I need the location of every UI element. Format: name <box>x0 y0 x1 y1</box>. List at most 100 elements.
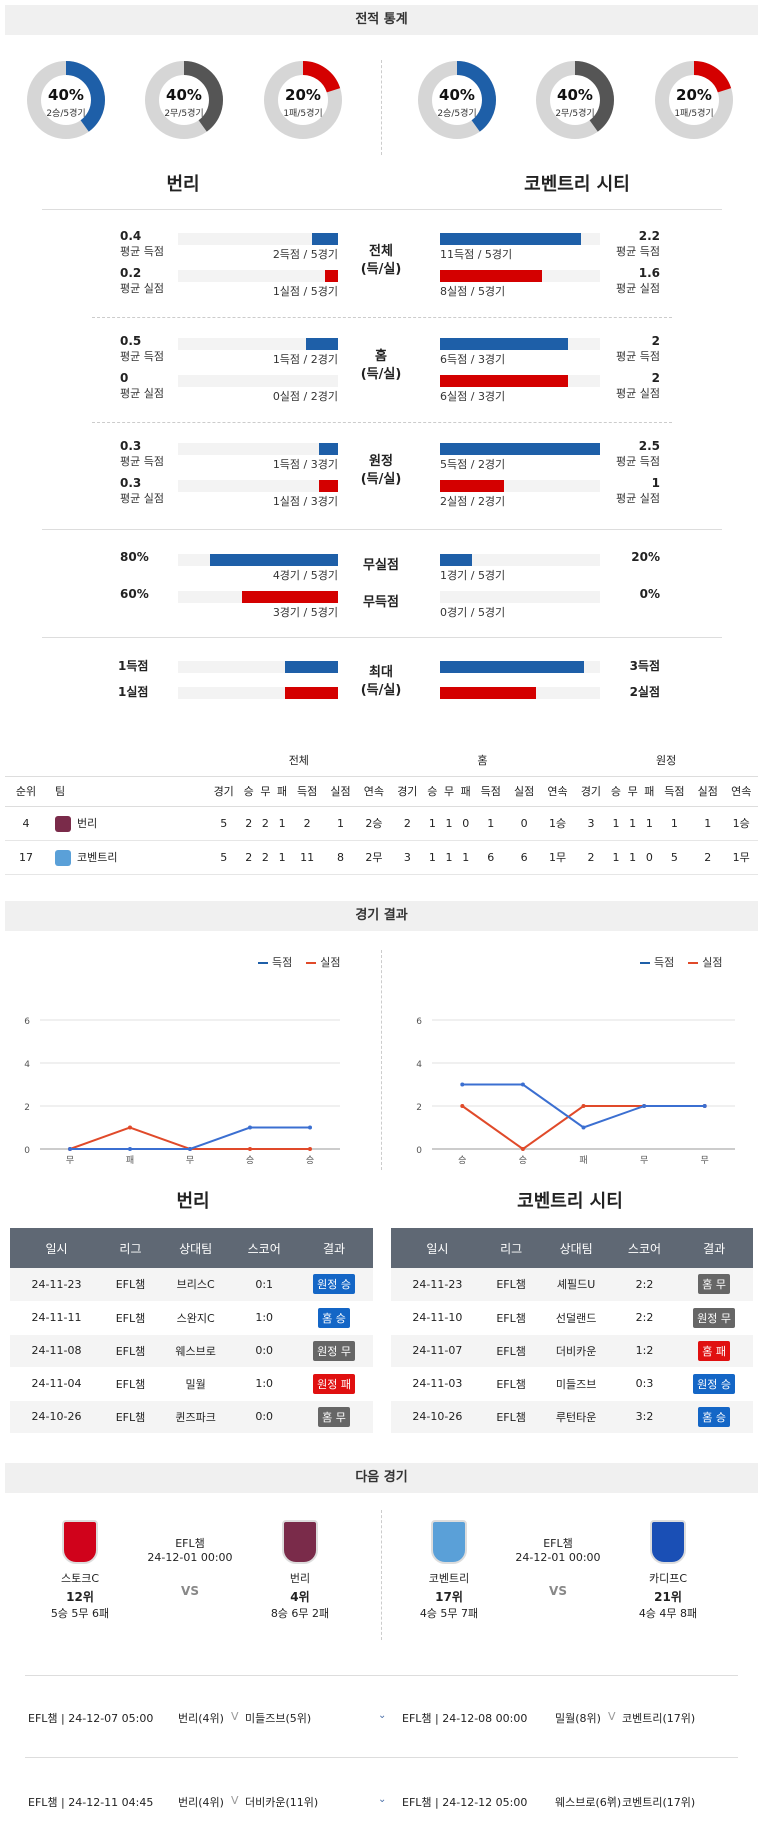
result-badge: 홈 승 <box>698 1406 730 1427</box>
donut-sublabel: 1패/5경기 <box>283 109 323 119</box>
upcoming-home-team: 번리(4위) <box>178 1796 224 1809</box>
donut-fill <box>27 61 105 139</box>
standings-cell: 1 <box>323 806 358 841</box>
table-row: 24-11-23 EFL챔 브리스C 0:1 원정 승 <box>10 1268 373 1302</box>
standings-column-header: 무 <box>624 776 642 807</box>
match-opponent: 퀸즈파크 <box>157 1400 234 1434</box>
home-bar-fill <box>306 338 338 350</box>
next-team-card[interactable]: 코벤트리 17위 4승 5무 7패 <box>404 1520 494 1621</box>
standings-cell: 1 <box>440 806 458 841</box>
next-team-card[interactable]: 스토크C 12위 5승 5무 6패 <box>35 1520 125 1621</box>
x-tick-label: 승 <box>458 1155 466 1165</box>
home-bar-caption: 1득점 / 2경기 <box>272 353 338 366</box>
chart-legend: 득점 실점 <box>258 954 341 970</box>
match-league: EFL챔 <box>102 1301 158 1335</box>
standings-column-header: 무 <box>257 776 274 807</box>
standings-column-header: 경기 <box>207 776 241 807</box>
away-bar-fill <box>440 338 568 350</box>
results-column-header: 리그 <box>102 1228 158 1268</box>
win-draw-loss-donut: 20% 1패/5경기 <box>654 60 734 140</box>
match-opponent: 루턴타운 <box>538 1400 614 1434</box>
conceded-point <box>460 1104 465 1108</box>
scored-point <box>128 1147 132 1151</box>
away-bar-fill <box>440 443 600 455</box>
standings-cell: 8 <box>323 840 358 875</box>
legend-scored-label: 득점 <box>654 956 675 969</box>
donut-percent: 40% <box>557 86 593 104</box>
standings-cell: 1승 <box>724 806 758 841</box>
y-tick-label: 4 <box>416 1060 422 1070</box>
next-team-name: 코벤트리 <box>428 1572 470 1585</box>
table-row: 24-11-11 EFL챔 스완지C 1:0 홈 승 <box>10 1301 373 1335</box>
home-stat-label: 평균 실점 <box>120 492 164 505</box>
next-team-card[interactable]: 번리 4위 8승 6무 2패 <box>255 1520 345 1621</box>
x-tick-label: 무 <box>701 1155 709 1165</box>
match-opponent: 웨스브로 <box>157 1334 234 1368</box>
match-score: 0:0 <box>233 1400 296 1434</box>
results-column-header: 결과 <box>675 1228 753 1268</box>
next-team-card[interactable]: 카디프C 21위 4승 4무 8패 <box>623 1520 713 1621</box>
match-result-cell: 홈 승 <box>295 1301 373 1335</box>
away-bar-caption: 6실점 / 3경기 <box>440 390 506 403</box>
home-stat-value: 0.3 <box>120 439 142 453</box>
standings-cell: 1 <box>657 806 692 841</box>
standings-cell: 1 <box>424 806 441 841</box>
team-crest-icon <box>55 849 71 866</box>
standings-column-header: 경기 <box>390 776 425 807</box>
match-score: 1:0 <box>233 1301 296 1335</box>
vs-label: V <box>608 1794 616 1807</box>
scored-point <box>642 1104 647 1108</box>
chart-svg: 6 4 2 0 무 패 무 승 승 <box>24 1017 340 1166</box>
standings-cell: 2 <box>574 840 608 875</box>
y-tick-label: 2 <box>24 1103 30 1113</box>
next-league: EFL챔 <box>543 1537 573 1550</box>
team-crest-icon <box>650 1520 686 1564</box>
donut-sublabel: 2승/5경기 <box>46 109 86 119</box>
standings-cell: 2승 <box>357 806 391 841</box>
standings-cell: 1 <box>691 806 725 841</box>
chart-legend: 득점 실점 <box>640 954 723 970</box>
match-date: 24-10-26 <box>10 1400 103 1434</box>
away-bar-caption: 8실점 / 5경기 <box>440 285 506 298</box>
upcoming-league-date: EFL챔 | 24-12-08 00:00 <box>402 1712 528 1725</box>
results-section-title: 경기 결과 <box>5 901 758 931</box>
next-datetime: 24-12-01 00:00 <box>515 1551 601 1564</box>
chevron-down-icon: ⌄ <box>378 1710 387 1721</box>
scored-point <box>460 1082 465 1087</box>
match-result-cell: 홈 승 <box>675 1400 753 1434</box>
team-crest-icon <box>282 1520 318 1564</box>
away-bar-fill <box>440 687 536 699</box>
next-team-rank: 21위 <box>654 1590 682 1604</box>
y-tick-label: 6 <box>416 1017 422 1027</box>
result-badge: 원정 승 <box>313 1274 355 1295</box>
home-bar-track <box>178 233 338 245</box>
standings-cell: 0 <box>507 806 541 841</box>
home-stat-value: 80% <box>120 550 149 564</box>
away-stat-value: 2.5 <box>638 439 660 453</box>
away-bar-caption: 6득점 / 3경기 <box>440 353 506 366</box>
standings-column-header: 팀 <box>47 776 207 807</box>
standings-column-header: 경기 <box>574 776 608 807</box>
team-crest-icon <box>431 1520 467 1564</box>
away-stat-value: 1 <box>651 476 660 490</box>
match-opponent: 브리스C <box>157 1268 234 1302</box>
match-league: EFL챔 <box>483 1268 539 1302</box>
standings-column-header: 실점 <box>507 776 541 807</box>
away-bar-fill <box>440 270 542 282</box>
home-stat-label: 평균 실점 <box>120 387 164 400</box>
scored-point <box>308 1125 312 1130</box>
home-bar-track <box>178 270 338 282</box>
team-crest-icon <box>55 815 71 832</box>
x-tick-label: 패 <box>126 1155 134 1165</box>
away-bar-track <box>440 591 600 603</box>
upcoming-away-team: 코벤트리(17위) <box>622 1796 696 1809</box>
upcoming-home-team: 웨스브로(6위) <box>555 1796 622 1809</box>
upcoming-divider <box>25 1757 738 1758</box>
result-badge: 홈 승 <box>318 1307 350 1328</box>
standings-cell: 2 <box>691 840 725 875</box>
next-team-name: 스토크C <box>60 1572 100 1585</box>
match-date: 24-11-08 <box>10 1334 103 1368</box>
home-bar-fill <box>319 480 338 492</box>
next-team-rank: 17위 <box>435 1590 463 1604</box>
home-max-value: 1득점 <box>118 659 149 673</box>
